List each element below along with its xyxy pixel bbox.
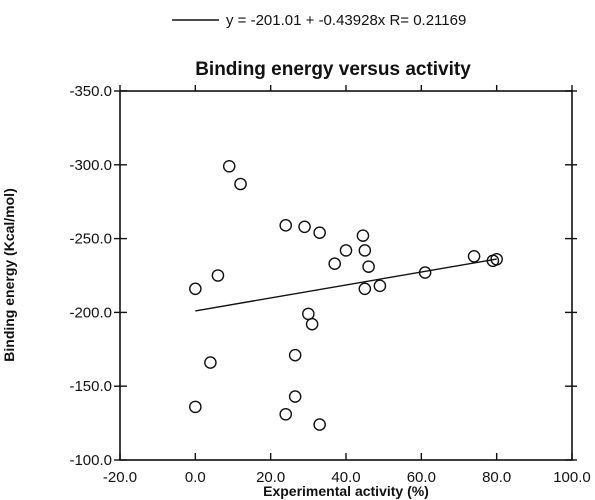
y-axis-ticks: -100.0 -150.0 -200.0 -250.0 -300.0 -350.0 [69, 83, 577, 469]
x-tick-label: 40.0 [331, 469, 360, 486]
data-point [288, 390, 302, 403]
data-point [339, 244, 353, 257]
data-point [418, 266, 432, 279]
y-tick-label: -100.0 [69, 452, 112, 469]
x-axis-ticks: -20.0 0.0 20.0 40.0 60.0 80.0 100.0 [103, 85, 591, 486]
data-point [189, 400, 202, 414]
data-point [356, 229, 370, 242]
data-point [305, 317, 319, 331]
data-point [373, 279, 387, 293]
data-point [204, 356, 217, 369]
y-tick-label: -350.0 [69, 83, 112, 100]
data-point [279, 407, 293, 421]
x-tick-label: 100.0 [553, 469, 591, 486]
x-tick-label: 60.0 [407, 469, 436, 486]
x-tick-label: 0.0 [185, 469, 206, 486]
y-axis-title: Binding energy (Kcal/mol) [1, 188, 17, 361]
x-tick-label: -20.0 [103, 469, 137, 486]
plot-area-frame [119, 90, 573, 461]
y-tick-label: -250.0 [69, 231, 112, 248]
data-point [211, 269, 225, 282]
data-point [490, 252, 503, 266]
data-point [298, 220, 311, 234]
data-point [189, 282, 202, 296]
data-point [313, 418, 326, 431]
legend-label: y = -201.01 + -0.43928x R= 0.21169 [226, 12, 466, 29]
data-point [302, 307, 315, 321]
y-tick-label: -300.0 [69, 157, 112, 174]
data-point [234, 177, 247, 191]
data-points [189, 159, 503, 431]
chart-title: Binding energy versus activity [195, 59, 471, 80]
data-point [358, 282, 372, 296]
data-point [288, 348, 302, 362]
data-point [362, 260, 375, 273]
data-point [328, 257, 342, 270]
regression-line [195, 258, 497, 312]
x-tick-label: 80.0 [482, 469, 511, 486]
y-tick-label: -200.0 [69, 304, 112, 321]
data-point [467, 250, 481, 263]
y-tick-label: -150.0 [69, 378, 112, 395]
data-point [358, 244, 372, 257]
x-tick-label: 20.0 [256, 469, 285, 486]
data-point [279, 219, 293, 232]
data-point [313, 226, 326, 239]
x-axis-title: Experimental activity (%) [263, 483, 429, 499]
data-point [222, 159, 236, 173]
